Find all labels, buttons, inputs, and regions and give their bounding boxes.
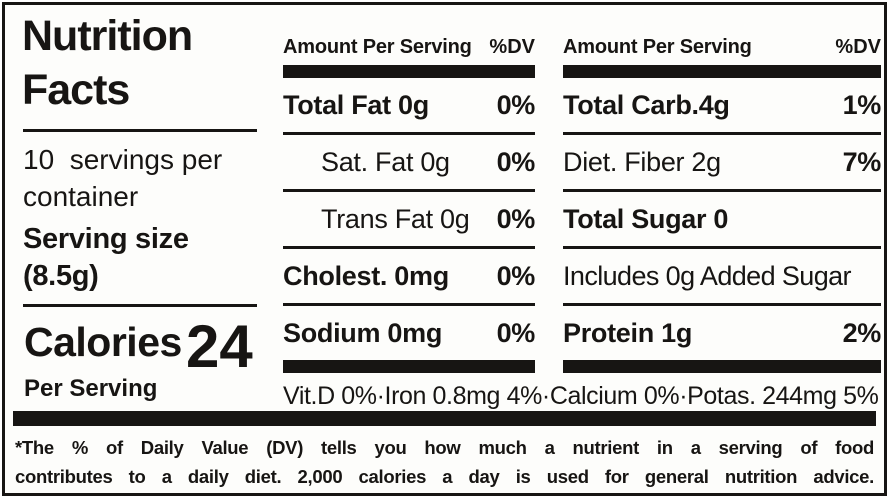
nutrient-row-added-sugar: Includes 0g Added Sugar (563, 246, 881, 303)
micronutrients-line: Vit.D 0%·Iron 0.8mg 4%·Calcium 0%·Potas.… (283, 382, 879, 410)
nutrient-label: Total Sugar 0 (563, 203, 729, 234)
servings-per-container: 10 servings per container (23, 144, 230, 212)
dv-header: %DV (835, 36, 881, 58)
nutrient-dv: 0% (496, 260, 535, 291)
amount-per-serving-header: Amount Per Serving (283, 36, 472, 58)
thick-bar-full-width (13, 411, 876, 426)
nutrient-label: Total Fat 0g (283, 89, 429, 120)
nutrient-row-sodium: Sodium 0mg 0% (283, 303, 535, 360)
nutrient-dv: 0% (496, 317, 535, 348)
thick-bar (283, 65, 535, 78)
divider (23, 304, 257, 307)
nutrient-row-trans-fat: Trans Fat 0g 0% (283, 189, 535, 246)
nutrient-dv: 2% (842, 317, 881, 348)
serving-size-value: (8.5g) (23, 260, 99, 292)
label-title: Nutrition Facts (22, 12, 193, 114)
nutrient-row-sat-fat: Sat. Fat 0g 0% (283, 132, 535, 189)
serving-size: Serving size (8.5g) (23, 221, 265, 295)
nutrient-label: Total Carb.4g (563, 89, 730, 120)
divider (23, 129, 257, 132)
thick-bar (283, 360, 535, 373)
nutrient-row-cholesterol: Cholest. 0mg 0% (283, 246, 535, 303)
calories-value: 24 (186, 313, 253, 380)
column-header: Amount Per Serving %DV (283, 33, 535, 59)
footnote-line: contributes to a daily diet. 2,000 calor… (15, 466, 874, 487)
nutrient-label: Diet. Fiber 2g (563, 146, 721, 177)
nutrient-row-total-carb: Total Carb.4g 1% (563, 78, 881, 132)
nutrient-dv: 0% (496, 146, 535, 177)
nutrient-label: Sat. Fat 0g (321, 146, 450, 177)
nutrient-dv: 0% (496, 89, 535, 120)
nutrient-row-total-fat: Total Fat 0g 0% (283, 78, 535, 132)
nutrient-column-right: Amount Per Serving %DV Total Carb.4g 1% … (563, 33, 881, 373)
nutrient-label: Sodium 0mg (283, 317, 443, 348)
daily-value-footnote: *The % of Daily Value (DV) tells you how… (15, 433, 874, 491)
nutrient-dv: 1% (842, 89, 881, 120)
nutrient-row-protein: Protein 1g 2% (563, 303, 881, 360)
nutrient-dv: 7% (842, 146, 881, 177)
nutrient-column-middle: Amount Per Serving %DV Total Fat 0g 0% S… (283, 33, 535, 373)
thick-bar (563, 360, 881, 373)
dv-header: %DV (489, 36, 535, 58)
amount-per-serving-header: Amount Per Serving (563, 36, 752, 58)
thick-bar (563, 65, 881, 78)
calories-label: Calories (24, 319, 182, 365)
nutrient-label: Trans Fat 0g (321, 203, 470, 234)
calories-subtext: Per Serving (24, 375, 158, 402)
column-header: Amount Per Serving %DV (563, 33, 881, 59)
footnote-line: *The % of Daily Value (DV) tells you how… (15, 437, 874, 458)
nutrient-label: Includes 0g Added Sugar (563, 260, 852, 291)
nutrient-row-total-sugar: Total Sugar 0 (563, 189, 881, 246)
nutrient-row-dietary-fiber: Diet. Fiber 2g 7% (563, 132, 881, 189)
serving-size-label: Serving size (23, 223, 189, 255)
nutrient-dv: 0% (496, 203, 535, 234)
nutrient-label: Cholest. 0mg (283, 260, 449, 291)
nutrient-label: Protein 1g (563, 317, 693, 348)
